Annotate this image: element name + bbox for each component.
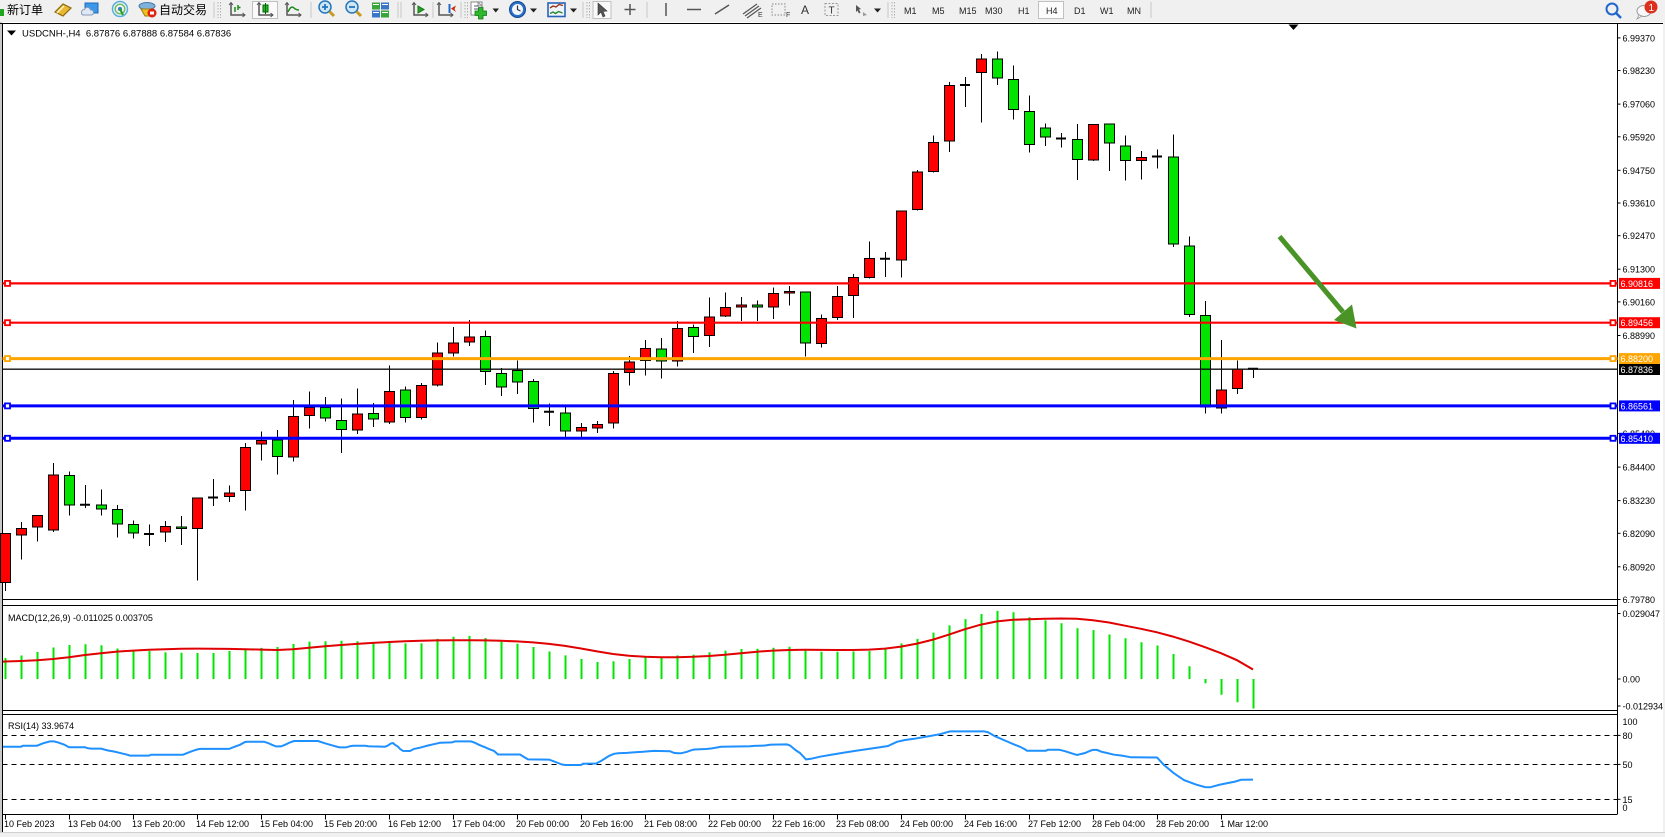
svg-text:6.82090: 6.82090 <box>1623 529 1656 539</box>
svg-text:6.86561: 6.86561 <box>1621 401 1654 411</box>
svg-text:6.85410: 6.85410 <box>1621 434 1654 444</box>
svg-text:100: 100 <box>1623 717 1638 727</box>
svg-text:E: E <box>758 12 763 19</box>
svg-text:6.98230: 6.98230 <box>1623 66 1656 76</box>
svg-text:20 Feb 16:00: 20 Feb 16:00 <box>580 819 633 829</box>
svg-text:F: F <box>786 12 790 19</box>
svg-text:6.88990: 6.88990 <box>1623 331 1656 341</box>
svg-text:0.029047: 0.029047 <box>1623 609 1661 619</box>
svg-text:6.90816: 6.90816 <box>1621 279 1654 289</box>
svg-text:USDCNH-,H4 6.87876 6.87888 6.: USDCNH-,H4 6.87876 6.87888 6.87584 6.878… <box>22 29 231 40</box>
svg-text:22 Feb 16:00: 22 Feb 16:00 <box>772 819 825 829</box>
svg-text:6.92470: 6.92470 <box>1623 231 1656 241</box>
svg-text:D1: D1 <box>1074 6 1086 16</box>
svg-text:6.89456: 6.89456 <box>1621 318 1654 328</box>
svg-text:24 Feb 00:00: 24 Feb 00:00 <box>900 819 953 829</box>
svg-text:17 Feb 04:00: 17 Feb 04:00 <box>452 819 505 829</box>
svg-text:20 Feb 00:00: 20 Feb 00:00 <box>516 819 569 829</box>
svg-text:6.95920: 6.95920 <box>1623 132 1656 142</box>
svg-text:16 Feb 12:00: 16 Feb 12:00 <box>388 819 441 829</box>
svg-text:1 Mar 12:00: 1 Mar 12:00 <box>1220 819 1268 829</box>
svg-text:RSI(14) 33.9674: RSI(14) 33.9674 <box>8 721 74 731</box>
svg-text:H4: H4 <box>1046 6 1058 16</box>
svg-text:6.93610: 6.93610 <box>1623 199 1656 209</box>
svg-text:22 Feb 00:00: 22 Feb 00:00 <box>708 819 761 829</box>
svg-text:21 Feb 08:00: 21 Feb 08:00 <box>644 819 697 829</box>
svg-text:1: 1 <box>1649 3 1655 14</box>
svg-text:6.88200: 6.88200 <box>1621 354 1654 364</box>
svg-text:15 Feb 20:00: 15 Feb 20:00 <box>324 819 377 829</box>
svg-text:0: 0 <box>1623 803 1628 813</box>
svg-text:6.83230: 6.83230 <box>1623 496 1656 506</box>
svg-text:W1: W1 <box>1100 6 1114 16</box>
svg-text:0.00: 0.00 <box>1623 675 1641 685</box>
svg-text:-0.012934: -0.012934 <box>1623 702 1664 712</box>
svg-text:M30: M30 <box>985 6 1003 16</box>
svg-text:M15: M15 <box>959 6 977 16</box>
svg-text:6.87836: 6.87836 <box>1621 365 1654 375</box>
svg-text:MACD(12,26,9) -0.011025 0.0037: MACD(12,26,9) -0.011025 0.003705 <box>8 613 153 623</box>
svg-text:80: 80 <box>1623 731 1633 741</box>
svg-text:28 Feb 04:00: 28 Feb 04:00 <box>1092 819 1145 829</box>
svg-text:6.90160: 6.90160 <box>1623 297 1656 307</box>
svg-text:新订单: 新订单 <box>7 2 43 17</box>
svg-text:23 Feb 08:00: 23 Feb 08:00 <box>836 819 889 829</box>
svg-text:14 Feb 12:00: 14 Feb 12:00 <box>196 819 249 829</box>
svg-text:6.94750: 6.94750 <box>1623 166 1656 176</box>
svg-text:6.99370: 6.99370 <box>1623 33 1656 43</box>
svg-text:A: A <box>801 3 809 17</box>
svg-text:H1: H1 <box>1018 6 1030 16</box>
svg-text:6.80920: 6.80920 <box>1623 562 1656 572</box>
svg-text:28 Feb 20:00: 28 Feb 20:00 <box>1156 819 1209 829</box>
svg-text:自动交易: 自动交易 <box>159 2 207 17</box>
svg-text:MN: MN <box>1127 6 1141 16</box>
svg-text:13 Feb 04:00: 13 Feb 04:00 <box>68 819 121 829</box>
svg-text:13 Feb 20:00: 13 Feb 20:00 <box>132 819 185 829</box>
svg-text:M5: M5 <box>932 6 945 16</box>
svg-text:24 Feb 16:00: 24 Feb 16:00 <box>964 819 1017 829</box>
svg-text:50: 50 <box>1623 760 1633 770</box>
svg-text:15 Feb 04:00: 15 Feb 04:00 <box>260 819 313 829</box>
svg-text:15: 15 <box>1623 795 1633 805</box>
svg-text:6.84400: 6.84400 <box>1623 463 1656 473</box>
svg-text:6.79780: 6.79780 <box>1623 595 1656 605</box>
svg-text:10 Feb 2023: 10 Feb 2023 <box>4 819 55 829</box>
svg-text:27 Feb 12:00: 27 Feb 12:00 <box>1028 819 1081 829</box>
svg-text:6.97060: 6.97060 <box>1623 100 1656 110</box>
svg-text:T: T <box>829 6 835 17</box>
svg-text:6.91300: 6.91300 <box>1623 265 1656 275</box>
svg-text:M1: M1 <box>904 6 917 16</box>
